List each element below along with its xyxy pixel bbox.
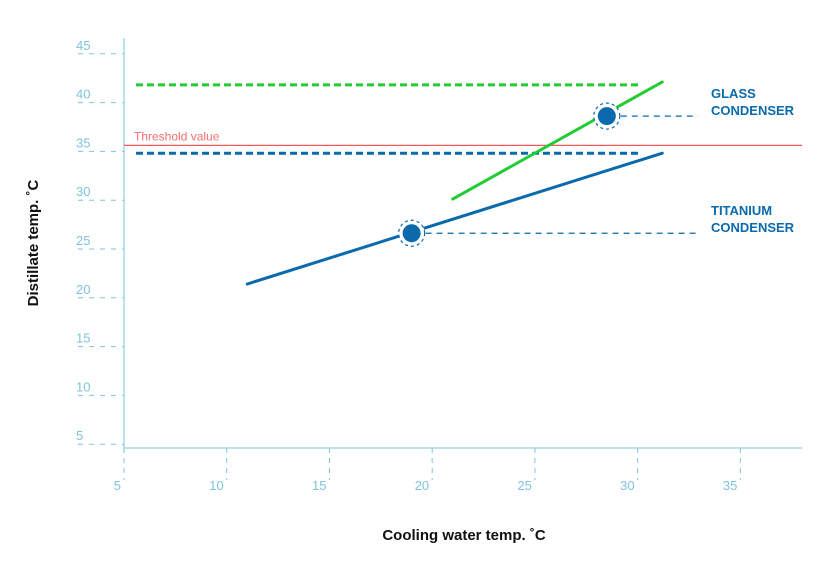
x-axis-ticks: 5 10 15 20 25 30 35 [114,448,741,493]
titanium-series-line [245,151,664,286]
limit-lines [136,83,642,155]
y-axis-ticks: 5 10 15 20 25 30 35 40 45 [76,38,124,445]
glass-marker-point [597,107,616,126]
y-tick-label: 10 [76,379,90,394]
y-tick-label: 5 [76,428,83,443]
x-tick-label: 5 [114,478,121,493]
y-tick-label: 25 [76,233,90,248]
x-axis-label: Cooling water temp. ˚C [382,527,546,544]
x-tick-label: 30 [620,478,634,493]
threshold-label: Threshold value [134,129,220,143]
x-tick-label: 25 [517,478,531,493]
x-tick-label: 15 [312,478,326,493]
series-markers [398,102,698,247]
y-tick-label: 35 [76,135,90,150]
chart-axes [123,38,802,449]
x-tick-label: 20 [415,478,429,493]
glass-series-label-line: CONDENSER [711,103,795,118]
y-tick-label: 40 [76,87,90,102]
y-axis-label: Distillate temp. ˚C [25,179,42,306]
glass-series-label: GLASS CONDENSER [711,86,795,118]
titanium-series-label-line: CONDENSER [711,220,795,235]
threshold: Threshold value [124,129,802,146]
x-tick-label: 35 [723,478,737,493]
titanium-series-label: TITANIUM CONDENSER [711,203,795,235]
glass-series-line [451,80,664,201]
y-tick-label: 20 [76,282,90,297]
titanium-series-label-line: TITANIUM [711,203,772,218]
y-tick-label: 45 [76,38,90,53]
titanium-marker-point [402,224,421,243]
series-lines [245,80,664,286]
x-tick-label: 10 [209,478,223,493]
y-tick-label: 15 [76,331,90,346]
y-tick-label: 30 [76,184,90,199]
glass-series-label-line: GLASS [711,86,756,101]
series-labels: TITANIUM CONDENSER GLASS CONDENSER [711,86,795,235]
